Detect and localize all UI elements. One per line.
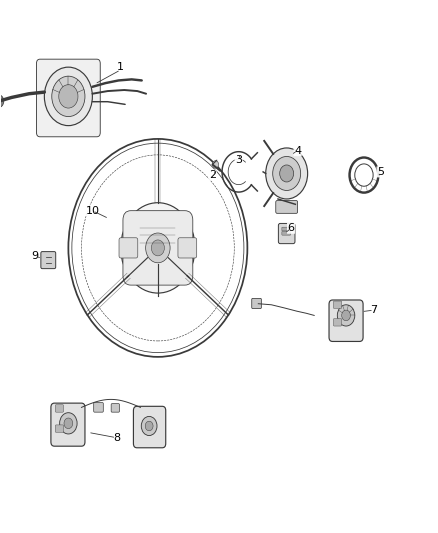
FancyBboxPatch shape [51,403,85,446]
Circle shape [280,165,293,182]
FancyBboxPatch shape [55,405,64,412]
FancyBboxPatch shape [94,402,103,412]
FancyBboxPatch shape [134,406,166,448]
Circle shape [59,85,78,108]
FancyBboxPatch shape [178,238,197,258]
FancyBboxPatch shape [279,223,295,244]
Text: 1: 1 [117,62,124,72]
FancyBboxPatch shape [282,231,290,235]
Circle shape [60,413,77,434]
FancyBboxPatch shape [282,227,290,231]
Text: 3: 3 [235,155,242,165]
Circle shape [266,148,307,199]
FancyBboxPatch shape [111,403,120,412]
FancyBboxPatch shape [119,238,138,258]
Circle shape [44,67,92,126]
FancyBboxPatch shape [329,300,363,342]
Text: 4: 4 [294,146,301,156]
FancyBboxPatch shape [36,59,100,137]
FancyBboxPatch shape [55,425,64,432]
Circle shape [141,416,157,435]
FancyBboxPatch shape [41,252,56,269]
FancyBboxPatch shape [123,211,193,285]
FancyBboxPatch shape [333,301,342,309]
Text: 8: 8 [113,433,120,443]
Text: 5: 5 [377,167,384,177]
Circle shape [337,305,355,326]
FancyBboxPatch shape [276,200,297,213]
Text: 6: 6 [287,223,294,233]
Text: 9: 9 [31,251,38,261]
Circle shape [145,421,153,431]
Text: 7: 7 [371,305,378,315]
Circle shape [64,418,73,429]
Text: 2: 2 [209,170,216,180]
Circle shape [146,233,170,263]
FancyBboxPatch shape [333,319,342,326]
Circle shape [212,161,219,168]
Text: 10: 10 [85,206,99,216]
Circle shape [342,310,350,321]
FancyBboxPatch shape [252,298,261,309]
Circle shape [121,203,195,293]
Circle shape [151,240,164,256]
Circle shape [52,76,85,117]
Circle shape [273,157,300,190]
Circle shape [0,95,4,108]
